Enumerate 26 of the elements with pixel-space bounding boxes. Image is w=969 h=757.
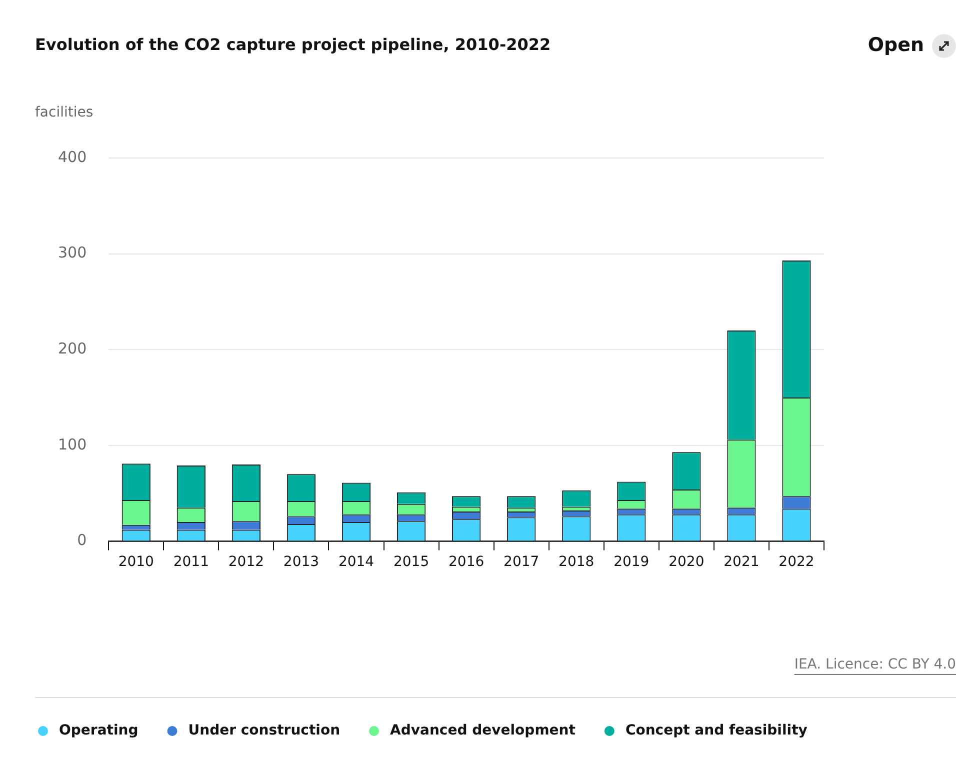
x-tick-label: 2022 xyxy=(778,554,814,570)
x-tick-label: 2014 xyxy=(338,554,374,570)
x-tick-label: 2018 xyxy=(558,554,594,570)
y-tick-label: 300 xyxy=(58,244,87,262)
x-tick-label: 2021 xyxy=(724,554,760,570)
y-tick-label: 400 xyxy=(58,148,87,166)
x-tick-label: 2019 xyxy=(614,554,650,570)
legend-label: Advanced development xyxy=(390,722,576,739)
y-tick-label: 0 xyxy=(77,531,87,550)
y-axis-title: facilities xyxy=(35,104,94,121)
x-tick-label: 2020 xyxy=(668,554,704,570)
x-tick-label: 2013 xyxy=(283,554,320,570)
x-tick-label: 2012 xyxy=(228,554,264,570)
legend-label: Operating xyxy=(59,722,138,739)
y-tick-label: 100 xyxy=(58,435,87,454)
x-tick-label: 2015 xyxy=(393,554,430,570)
x-tick-label: 2011 xyxy=(173,554,209,570)
x-tick-label: 2016 xyxy=(448,554,484,570)
legend-label: Under construction xyxy=(188,722,340,739)
text: IEA. Licence: CC BY 4.0 xyxy=(794,656,956,673)
text: Open xyxy=(868,34,924,56)
chart-title: Evolution of the CO2 capture project pipeline, 2010-2022 xyxy=(35,35,551,54)
x-tick-label: 2010 xyxy=(118,554,154,570)
y-tick-label: 200 xyxy=(58,339,87,358)
legend-label: Concept and feasibility xyxy=(625,722,808,739)
x-tick-label: 2017 xyxy=(504,554,540,570)
